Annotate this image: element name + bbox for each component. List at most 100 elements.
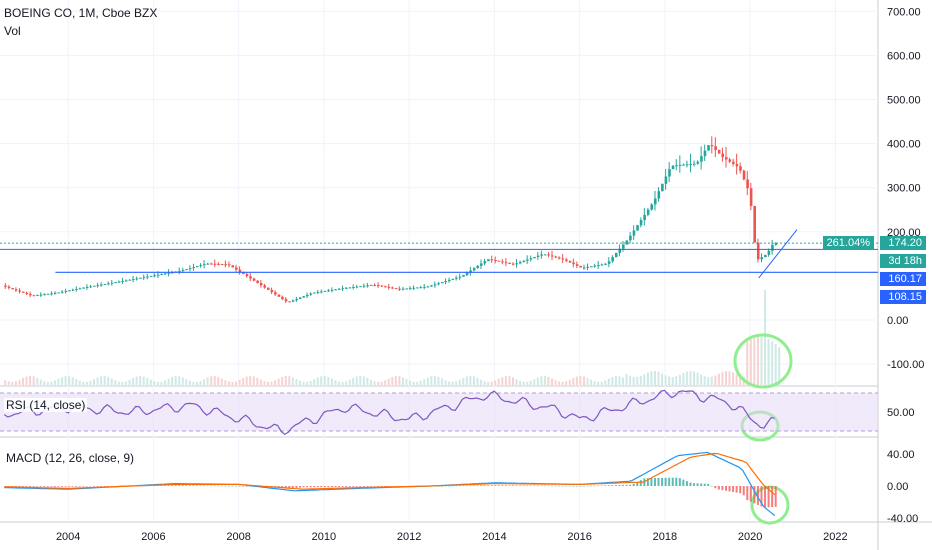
- x-tick-label: 2014: [482, 531, 506, 543]
- volume-bar: [572, 378, 575, 385]
- volume-bar: [178, 376, 181, 385]
- volume-bar: [440, 378, 443, 385]
- volume-bar: [600, 381, 603, 385]
- candle-body: [437, 283, 441, 285]
- volume-bar: [39, 379, 42, 385]
- volume-bar: [749, 339, 752, 385]
- volume-bar: [469, 376, 472, 385]
- macd-histogram-bar: [597, 485, 600, 487]
- candle-body: [401, 288, 405, 290]
- macd-histogram-bar: [348, 486, 351, 487]
- volume-bar: [256, 377, 259, 385]
- candle-body: [483, 261, 487, 264]
- volume-bar: [480, 379, 483, 385]
- volume-bar: [377, 381, 380, 385]
- macd-histogram-bar: [362, 486, 365, 487]
- candle-body: [362, 285, 366, 287]
- macd-histogram-bar: [714, 486, 717, 489]
- macd-histogram-bar: [561, 485, 564, 487]
- candle-body: [89, 286, 93, 288]
- candle-body: [416, 287, 419, 289]
- candle-body: [561, 258, 565, 260]
- candle-body: [653, 198, 657, 205]
- candle-body: [117, 281, 121, 283]
- candle-body: [508, 262, 512, 264]
- macd-histogram-bar: [391, 486, 394, 487]
- macd-histogram-bar: [22, 486, 25, 487]
- macd-histogram-bar: [519, 485, 522, 486]
- macd-histogram-bar: [536, 485, 539, 487]
- volume-bar: [565, 381, 568, 385]
- candle-body: [604, 263, 607, 265]
- volume-bar: [490, 381, 493, 385]
- macd-histogram-bar: [451, 485, 454, 487]
- candle-body: [320, 291, 323, 293]
- volume-bar: [455, 381, 458, 385]
- volume-bar: [756, 337, 759, 385]
- macd-histogram-bar: [526, 485, 529, 486]
- volume-bar: [252, 376, 255, 385]
- macd-histogram-bar: [707, 483, 710, 486]
- macd-histogram-bar: [36, 486, 39, 487]
- macd-histogram-bar: [646, 478, 649, 486]
- volume-bar: [210, 376, 213, 385]
- volume-bar: [330, 378, 333, 385]
- macd-histogram-bar: [756, 486, 759, 505]
- volume-bar: [735, 374, 738, 385]
- last-price-tag: 174.20: [880, 236, 926, 250]
- candle-body: [256, 280, 259, 284]
- volume-bar: [724, 371, 727, 385]
- candle-body: [717, 149, 721, 154]
- candle-body: [568, 260, 572, 263]
- macd-histogram-bar: [210, 485, 213, 487]
- x-tick-label: 2020: [738, 531, 762, 543]
- macd-histogram-bar: [93, 486, 96, 487]
- macd-histogram-bar: [551, 485, 554, 487]
- candle-body: [551, 255, 554, 257]
- volume-bar: [384, 380, 387, 385]
- volume-bar: [153, 381, 156, 385]
- candle-body: [707, 145, 710, 151]
- volume-bar: [543, 376, 546, 385]
- candle-body: [366, 285, 369, 287]
- macd-histogram-bar: [195, 485, 198, 486]
- volume-bar: [721, 371, 724, 385]
- candle-body: [100, 284, 103, 286]
- candle-body: [29, 294, 32, 296]
- volume-bar: [160, 381, 163, 385]
- volume-bar: [181, 377, 184, 385]
- volume-bar: [614, 376, 617, 385]
- volume-bar: [316, 377, 319, 385]
- macd-histogram-bar: [78, 486, 81, 487]
- candle-body: [61, 291, 64, 293]
- volume-bar: [618, 376, 621, 385]
- macd-histogram-bar: [653, 478, 656, 486]
- candle-body: [487, 259, 490, 262]
- candle-body: [334, 289, 338, 291]
- macd-histogram-bar: [174, 485, 177, 486]
- volume-bar: [53, 380, 56, 385]
- macd-histogram-bar: [160, 485, 163, 486]
- volume-bar: [519, 380, 522, 385]
- candle-body: [657, 191, 661, 199]
- candle-body: [448, 279, 451, 282]
- volume-bar: [195, 381, 198, 385]
- candle-body: [540, 254, 543, 256]
- macd-histogram-bar: [32, 486, 35, 487]
- candle-body: [423, 286, 426, 288]
- volume-bar: [689, 371, 692, 385]
- candle-body: [178, 270, 181, 272]
- candle-body: [689, 163, 693, 165]
- volume-bar: [597, 381, 600, 385]
- volume-bar: [661, 373, 664, 385]
- candle-body: [377, 285, 380, 287]
- candle-body: [327, 290, 330, 292]
- macd-histogram-bar: [575, 485, 578, 487]
- volume-bar: [22, 378, 25, 385]
- candle-body: [494, 259, 497, 261]
- candle-body: [355, 286, 359, 288]
- candle-body: [110, 282, 114, 284]
- volume-bar: [298, 380, 301, 385]
- volume-bar: [29, 376, 32, 385]
